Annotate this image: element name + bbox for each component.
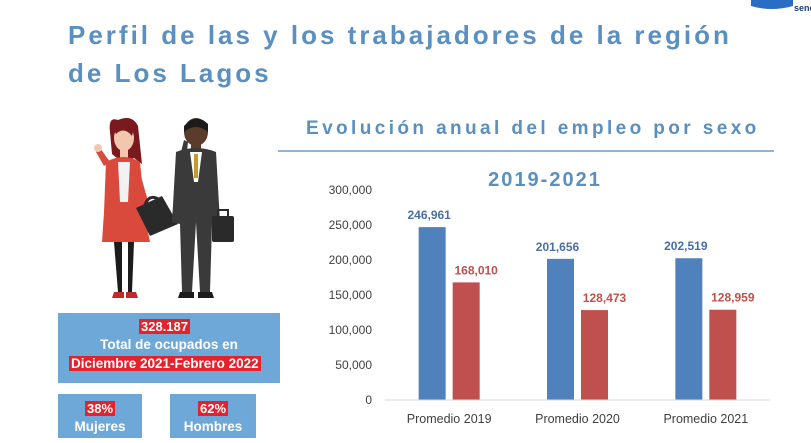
x-tick-label: Promedio 2019 [407, 412, 492, 426]
bar-series-1-0 [418, 227, 446, 400]
y-tick-label: 300,000 [329, 183, 373, 197]
page-title: Perfil de las y los trabajadores de la r… [68, 16, 768, 92]
total-employed-value: 328.187 [139, 319, 190, 334]
woman-figure [94, 118, 178, 298]
bar-series-1-1 [547, 258, 574, 400]
data-label: 128,473 [583, 291, 627, 305]
chart-title: Evolución anual del empleo por sexo [306, 118, 760, 139]
man-figure [172, 118, 234, 298]
y-tick-label: 250,000 [329, 218, 373, 232]
y-tick-label: 0 [365, 393, 372, 407]
men-box: 62% Hombres [170, 394, 256, 438]
workers-illustration [94, 118, 234, 298]
x-tick-label: Promedio 2020 [535, 412, 620, 426]
bar-series-2-0 [452, 282, 480, 400]
employment-bar-chart: 2019-2021 0 50,000 100,000 150,000 200,000 25… [329, 169, 770, 426]
data-label: 246,961 [407, 208, 451, 222]
y-tick-label: 50,000 [335, 358, 372, 372]
period-label: Diciembre 2021-Febrero 2022 [69, 356, 261, 371]
sence-logo: sence [751, 0, 811, 13]
x-tick-label: Promedio 2021 [663, 412, 748, 426]
women-percent: 38% [84, 401, 116, 416]
men-label: Hombres [183, 419, 243, 434]
y-tick-label: 200,000 [329, 253, 373, 267]
women-box: 38% Mujeres [58, 394, 142, 438]
data-label: 201,656 [536, 240, 580, 254]
bar-series-1-2 [675, 258, 703, 400]
y-tick-label: 100,000 [329, 323, 373, 337]
data-label: 202,519 [664, 239, 708, 253]
bar-series-2-1 [581, 310, 608, 400]
men-percent: 62% [197, 401, 229, 416]
y-tick-label: 150,000 [329, 288, 373, 302]
women-label: Mujeres [74, 419, 126, 434]
logo-text: sence [794, 3, 811, 13]
total-employed-box: 328.187 Total de ocupados en Diciembre 2… [58, 313, 280, 383]
title-line-1: Perfil de las y los trabajadores de la r… [68, 20, 732, 50]
title-line-2: de Los Lagos [68, 58, 272, 88]
data-label: 128,959 [711, 291, 755, 305]
title-divider [278, 150, 774, 152]
total-employed-label: Total de ocupados en [100, 337, 238, 352]
bar-series-2-2 [709, 309, 737, 400]
chart-subtitle: 2019-2021 [488, 169, 602, 191]
data-label: 168,010 [454, 263, 498, 277]
